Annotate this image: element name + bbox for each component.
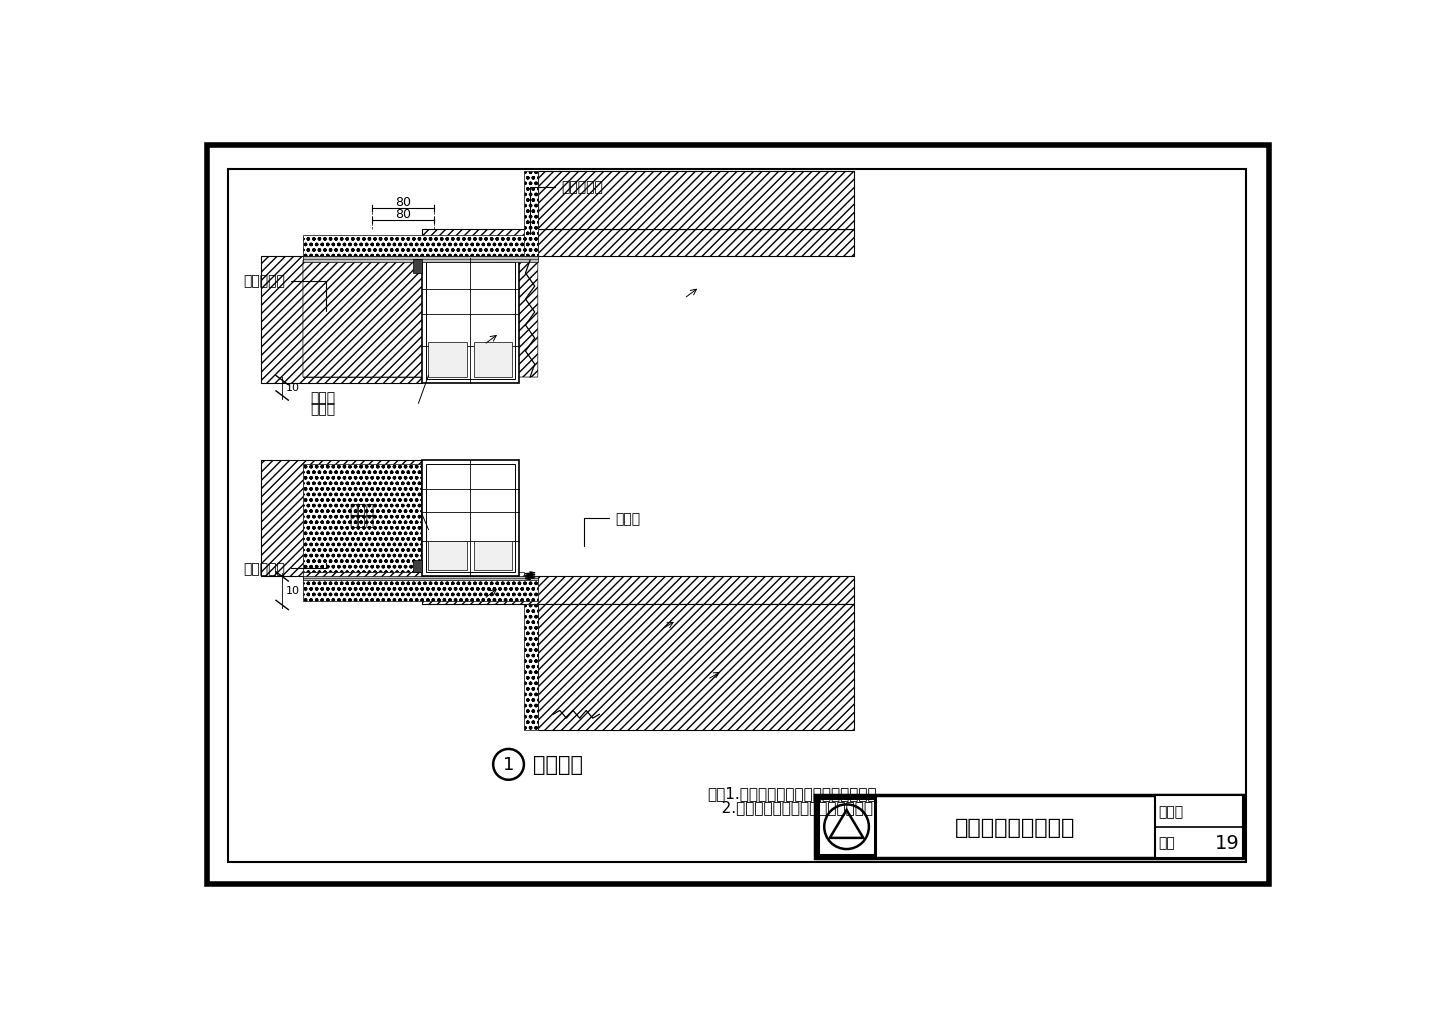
Text: 1: 1	[503, 756, 514, 773]
Text: 泡沫条: 泡沫条	[348, 514, 374, 528]
Bar	[426, 465, 514, 573]
Polygon shape	[261, 257, 422, 384]
Bar	[302, 576, 537, 581]
Text: 80: 80	[395, 208, 410, 221]
Polygon shape	[261, 461, 422, 576]
Bar	[422, 461, 518, 576]
Text: 80: 80	[395, 196, 410, 209]
Text: 附加网格布: 附加网格布	[243, 561, 325, 576]
Text: 19: 19	[1214, 834, 1240, 852]
Polygon shape	[302, 579, 537, 601]
Bar	[302, 257, 537, 263]
Text: 页次: 页次	[1158, 836, 1175, 850]
Text: 窗上、下口保温构造: 窗上、下口保温构造	[955, 817, 1076, 837]
Text: 窗台构造: 窗台构造	[533, 755, 583, 774]
Polygon shape	[537, 172, 854, 230]
Text: 2.密封膏参照相应材料窗进行封固。: 2.密封膏参照相应材料窗进行封固。	[707, 800, 873, 814]
Polygon shape	[524, 172, 537, 257]
Bar	[413, 560, 422, 573]
Bar	[429, 541, 468, 570]
Bar	[1155, 796, 1243, 858]
Bar	[426, 262, 514, 380]
Bar	[815, 796, 1243, 858]
Bar	[229, 170, 1246, 862]
Bar	[413, 260, 422, 274]
Polygon shape	[524, 604, 537, 730]
Polygon shape	[422, 576, 854, 604]
Text: 附加网格布: 附加网格布	[243, 274, 325, 312]
Polygon shape	[302, 465, 420, 573]
Bar	[818, 799, 876, 855]
Text: 附加网格布: 附加网格布	[530, 180, 603, 235]
Text: 泡沫条: 泡沫条	[311, 403, 336, 416]
Text: 10: 10	[287, 383, 300, 392]
Polygon shape	[302, 573, 524, 579]
Polygon shape	[302, 257, 537, 378]
Text: 密封膏: 密封膏	[311, 390, 336, 405]
Text: 10: 10	[287, 585, 300, 595]
Text: 密封膏: 密封膏	[348, 502, 374, 517]
Polygon shape	[302, 236, 537, 257]
Bar	[474, 342, 513, 378]
Polygon shape	[302, 261, 420, 378]
Text: 网格布: 网格布	[585, 512, 639, 546]
Text: 注：1.窗套挑出长度和宽度详单体设计。: 注：1.窗套挑出长度和宽度详单体设计。	[707, 786, 877, 801]
Bar	[422, 259, 518, 384]
Polygon shape	[422, 230, 854, 257]
Text: 图集号: 图集号	[1158, 804, 1184, 818]
Bar	[429, 342, 468, 378]
Polygon shape	[537, 604, 854, 730]
Bar	[474, 541, 513, 570]
